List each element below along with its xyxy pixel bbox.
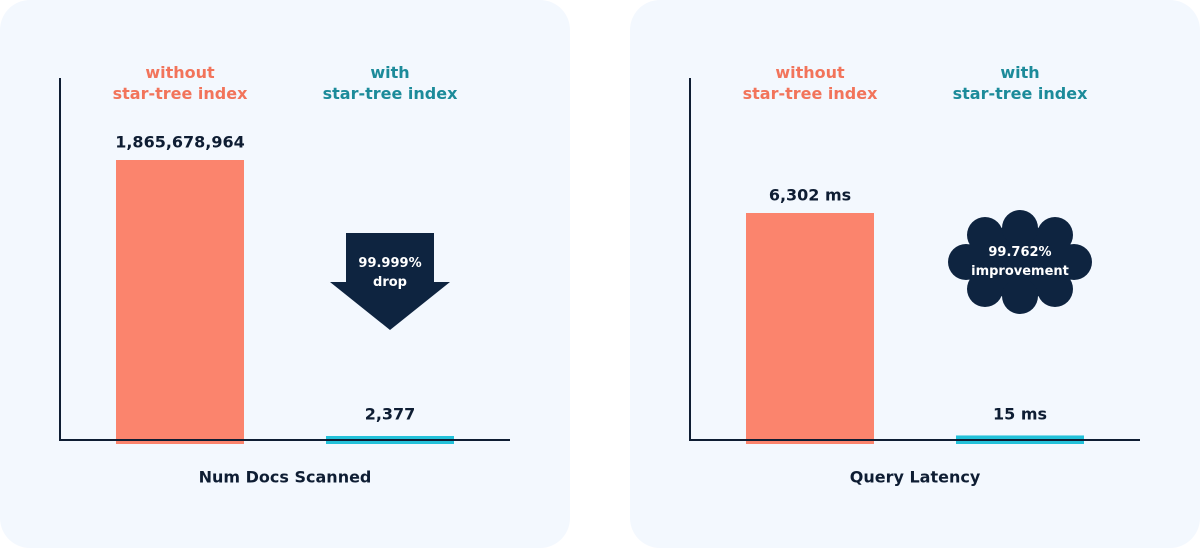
annotation: 99.762% improvement <box>971 245 1069 279</box>
category-label: without star-tree index <box>742 63 878 103</box>
drop-arrow <box>330 233 450 330</box>
value-label: 2,377 <box>364 404 416 424</box>
value-label: 6,302 ms <box>768 185 852 205</box>
chart-title: Query Latency <box>849 467 981 487</box>
value-label: 1,865,678,964 <box>115 132 245 152</box>
burst-shape <box>948 210 1092 314</box>
category-label: without star-tree index <box>112 63 248 103</box>
category-label: with star-tree index <box>952 63 1088 103</box>
panel <box>630 0 1200 548</box>
panel <box>0 0 570 548</box>
category-label: with star-tree index <box>322 63 458 103</box>
value-label: 15 ms <box>992 404 1048 424</box>
annotation: 99.999% drop <box>358 256 422 290</box>
bar <box>116 160 244 444</box>
chart-title: Num Docs Scanned <box>198 467 372 487</box>
bar <box>746 213 874 444</box>
